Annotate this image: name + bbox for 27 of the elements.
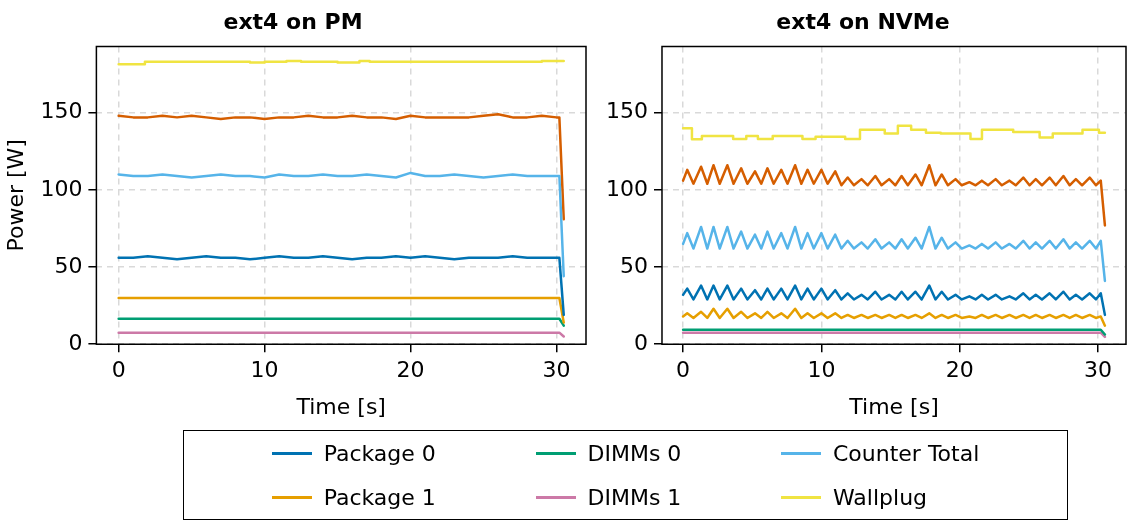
legend-label: Package 1 (323, 484, 436, 510)
x-tick-label: 20 (396, 357, 425, 383)
legend-label: Package 0 (323, 440, 436, 466)
chart-title: ext4 on PM (223, 8, 363, 34)
y-axis-title: Power [W] (2, 139, 28, 252)
y-tick-label: 50 (619, 252, 648, 278)
y-tick-label: 0 (68, 329, 83, 355)
x-tick-label: 20 (945, 357, 974, 383)
x-tick-label: 10 (807, 357, 836, 383)
chart-title: ext4 on NVMe (776, 8, 950, 34)
x-tick-label: 30 (1083, 357, 1112, 383)
legend-label: DIMMs 1 (587, 484, 682, 510)
y-tick-label: 100 (40, 175, 83, 201)
x-axis-title: Time [s] (848, 393, 939, 419)
legend-label: DIMMs 0 (587, 440, 682, 466)
x-axis-title: Time [s] (295, 393, 386, 419)
y-tick-label: 150 (40, 98, 83, 124)
x-tick-label: 0 (676, 357, 691, 383)
y-tick-label: 50 (54, 252, 83, 278)
legend-label: Counter Total (833, 440, 980, 466)
x-tick-label: 0 (111, 357, 126, 383)
x-tick-label: 30 (542, 357, 571, 383)
y-tick-label: 0 (633, 329, 648, 355)
y-tick-label: 100 (605, 175, 648, 201)
x-tick-label: 10 (250, 357, 279, 383)
legend-label: Wallplug (833, 484, 928, 510)
y-tick-label: 150 (605, 98, 648, 124)
